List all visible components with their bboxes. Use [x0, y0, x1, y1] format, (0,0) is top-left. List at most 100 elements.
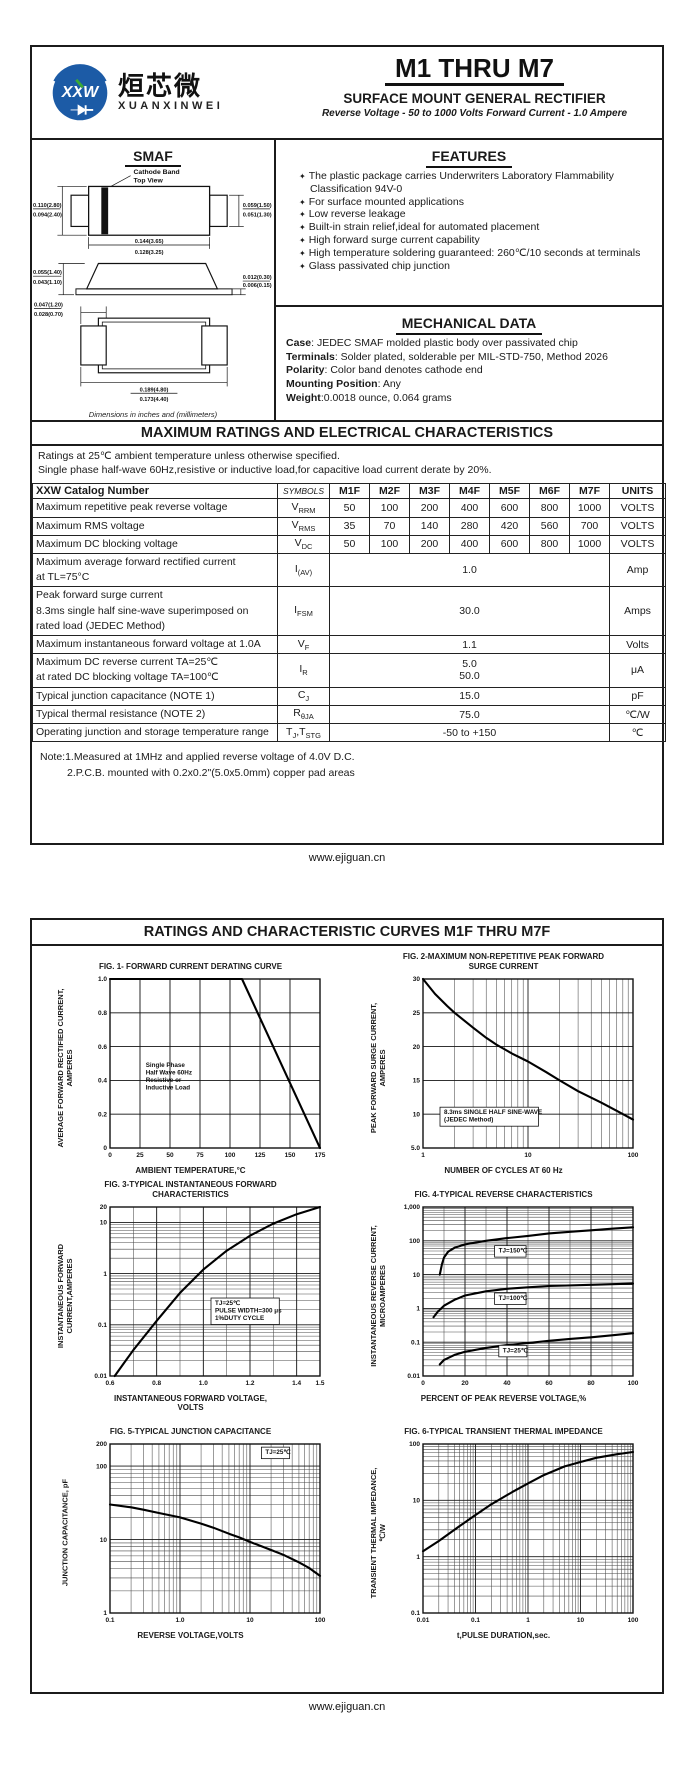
brand-block: XXW 烜芯微 XUANXINWEI [32, 47, 287, 138]
fig6-y-axis-label: TRANSIENT THERMAL IMPEDANCE, ℃/W [368, 1467, 387, 1599]
value-cell: 800 [529, 498, 570, 518]
feature-item: ✦ High forward surge current capability [299, 233, 480, 246]
fig4-curve-TJ=150C [438, 1225, 634, 1276]
package-outline-drawing: Cathode Band Top View 0.110(2.80) 0.094(… [33, 169, 272, 403]
footer-url-2: www.ejiguan.cn [308, 1701, 386, 1713]
svg-text:25: 25 [136, 1152, 144, 1159]
svg-text:0.1: 0.1 [97, 1322, 106, 1329]
datasheet-page-1: XXW 烜芯微 XUANXINWEI M1 THRU M7 SURFACE MO… [30, 45, 666, 845]
svg-text:10: 10 [576, 1617, 584, 1624]
svg-text:0.6: 0.6 [97, 1044, 106, 1051]
svg-text:175: 175 [314, 1152, 325, 1159]
ratings-table: XXW Catalog Number SYMBOLS M1F M2F M3F M4F M5F… [32, 483, 666, 743]
col-header-model: M4F [449, 483, 490, 500]
svg-text:150: 150 [284, 1152, 295, 1159]
table-row: Maximum repetitive peak reverse voltage V… [32, 498, 666, 518]
svg-text:0.055(1.40): 0.055(1.40) [33, 270, 62, 276]
svg-text:20: 20 [412, 1044, 420, 1051]
svg-text:0.6: 0.6 [105, 1380, 114, 1387]
col-header-model: M2F [369, 483, 410, 500]
svg-text:0.8: 0.8 [152, 1380, 161, 1387]
svg-text:10: 10 [524, 1152, 532, 1159]
svg-text:0.128(3.25): 0.128(3.25) [135, 250, 164, 256]
parameter-cell: Maximum average forward rectified curren… [32, 552, 278, 588]
svg-text:100: 100 [627, 1380, 638, 1387]
symbol-cell: VRRM [277, 498, 330, 518]
value-cell: 600 [489, 534, 530, 554]
svg-text:60: 60 [545, 1380, 553, 1387]
ratings-table-header-row: XXW Catalog Number SYMBOLS M1F M2F M3F M4F M5F… [32, 483, 666, 500]
col-header-model: M1F [329, 483, 370, 500]
page-title: M1 THRU M7 [385, 55, 564, 86]
parameter-cell: Maximum DC blocking voltage [32, 534, 278, 554]
fig1-y-axis-label: AVERAGE FORWARD RECTIFIED CURRENT, AMPER… [55, 988, 74, 1148]
feature-bullet-icon: ✦ [299, 197, 306, 207]
feature-bullet-icon: ✦ [299, 172, 306, 181]
svg-text:100: 100 [409, 1441, 420, 1448]
svg-text:10: 10 [412, 1497, 420, 1504]
feature-bullet-icon: ✦ [299, 210, 306, 220]
fig5-curve-cj [108, 1503, 321, 1577]
col-header-model: M7F [569, 483, 610, 500]
table-row: Typical thermal resistance (NOTE 2) RθJA 7… [32, 704, 666, 725]
value-cell: 100 [369, 498, 410, 518]
table-row: Maximum RMS voltage VRMS 35 70 140 280 420 560 7… [32, 516, 666, 536]
svg-text:1.0: 1.0 [97, 976, 106, 983]
value-span-cell: 5.0 50.0 [329, 653, 610, 688]
col-header-model: M6F [529, 483, 570, 500]
fig3-x-axis-label: INSTANTANEOUS FORWARD VOLTAGE, VOLTS [113, 1393, 268, 1413]
mechanical-line: Terminals: Solder plated, solderable per… [286, 350, 608, 363]
value-cell: 600 [489, 498, 530, 518]
svg-text:100: 100 [224, 1152, 235, 1159]
value-span-cell: 1.0 [329, 552, 610, 588]
value-cell: 200 [409, 498, 450, 518]
value-span-cell: -50 to +150 [329, 723, 610, 743]
fig3-curve-vf [113, 1205, 321, 1377]
svg-text:0.028(0.70): 0.028(0.70) [34, 312, 63, 318]
value-cell: 100 [369, 534, 410, 554]
svg-text:0.043(1.10): 0.043(1.10) [33, 280, 62, 286]
parameter-cell: Typical junction capacitance (NOTE 1) [32, 686, 278, 706]
svg-text:Cathode Band: Cathode Band [134, 169, 180, 176]
svg-text:PULSE WIDTH=300 μs: PULSE WIDTH=300 μs [215, 1307, 282, 1314]
fig1-x-axis-label: AMBIENT TEMPERATURE,°C [135, 1166, 246, 1175]
symbol-cell: TJ,TSTG [277, 723, 330, 743]
svg-text:0.144(3.65): 0.144(3.65) [135, 239, 164, 245]
page1-header: XXW 烜芯微 XUANXINWEI M1 THRU M7 SURFACE MO… [32, 47, 662, 140]
fig5-x-axis-label: REVERSE VOLTAGE,VOLTS [137, 1630, 244, 1640]
svg-text:20: 20 [461, 1380, 469, 1387]
svg-text:0.01: 0.01 [407, 1373, 420, 1380]
svg-text:Inductive Load: Inductive Load [145, 1084, 190, 1091]
svg-text:40: 40 [503, 1380, 511, 1387]
value-cell: 140 [409, 516, 450, 536]
figure-1-forward-current-derating: FIG. 1- FORWARD CURRENT DERATING CURVE AV… [34, 952, 347, 1176]
units-cell: Volts [609, 635, 666, 655]
svg-text:TJ=100℃: TJ=100℃ [498, 1295, 527, 1302]
symbol-cell: IR [277, 653, 330, 688]
fig4-curve-TJ=25C [438, 1331, 634, 1366]
parameter-cell: Maximum RMS voltage [32, 516, 278, 536]
svg-text:1.4: 1.4 [292, 1380, 301, 1387]
svg-text:0.059(1.50): 0.059(1.50) [243, 203, 272, 209]
svg-text:0.110(2.80): 0.110(2.80) [33, 203, 62, 209]
svg-text:10: 10 [412, 1111, 420, 1118]
value-cell: 400 [449, 498, 490, 518]
figure-6-transient-thermal-impedance: FIG. 6-TYPICAL TRANSIENT THERMAL IMPEDAN… [347, 1417, 660, 1641]
units-cell: VOLTS [609, 516, 666, 536]
col-header-model: M5F [489, 483, 530, 500]
ratings-notes: Note:1.Measured at 1MHz and applied reve… [32, 742, 662, 780]
fig1-plot: 0 25 50 75 100 125 150 175 0 0.2 0.4 0.6 0.8 1.0 Singl… [97, 976, 325, 1159]
svg-text:0.8: 0.8 [97, 1010, 106, 1017]
svg-text:8.3ms SINGLE HALF SINE-WAVE: 8.3ms SINGLE HALF SINE-WAVE [444, 1109, 542, 1116]
svg-text:1: 1 [103, 1610, 107, 1617]
value-cell: 560 [529, 516, 570, 536]
curves-heading: RATINGS AND CHARACTERISTIC CURVES M1F TH… [32, 920, 662, 946]
parameter-cell: Peak forward surge current 8.3ms single h… [32, 586, 278, 637]
features-heading: FEATURES [425, 148, 513, 168]
svg-text:TJ=25℃: TJ=25℃ [215, 1300, 240, 1307]
fig4-y-axis-label: INSTANTANEOUS REVERSE CURRENT, MICROAMPE… [368, 1224, 387, 1367]
fig4-plot: 0 20 40 60 80 100 0.01 0.1 1 10 100 1,000 TJ=150℃ TJ=… [403, 1204, 638, 1387]
package-drawing-panel: SMAF Cathode Band Top View 0.110(2.80) 0… [32, 140, 276, 420]
feature-bullet-icon: ✦ [299, 223, 306, 233]
svg-text:0: 0 [103, 1145, 107, 1152]
